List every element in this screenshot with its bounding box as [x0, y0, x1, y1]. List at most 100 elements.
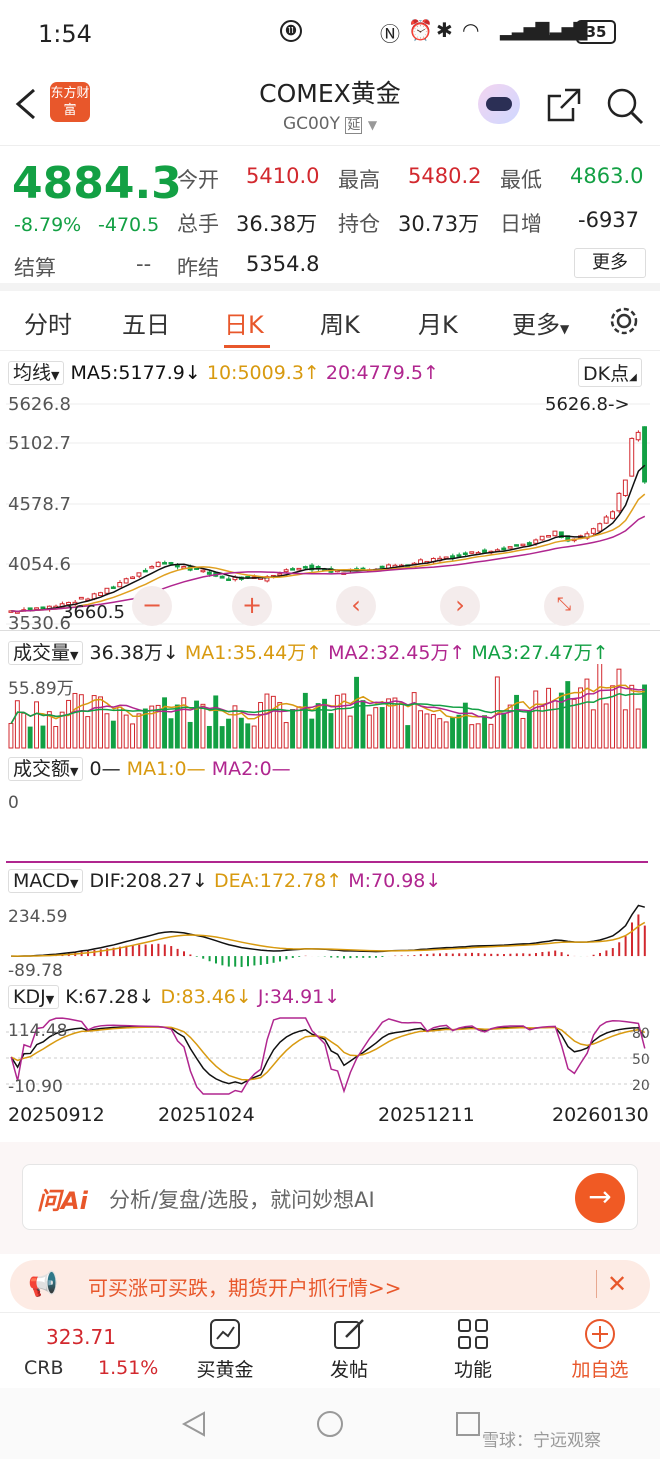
search-icon[interactable] — [605, 86, 645, 126]
fullscreen-button[interactable]: ⤡ — [544, 586, 584, 626]
dropdown-icon: ▼ — [69, 877, 79, 890]
nav-recent-icon[interactable] — [454, 1410, 482, 1438]
nav-back-icon[interactable] — [180, 1410, 208, 1438]
dk-label: DK点 — [583, 363, 630, 385]
indicator-select-kdj[interactable]: KDJ▼ — [8, 985, 60, 1009]
ai-search-box[interactable]: 问Ai 分析/复盘/选股，就问妙想AI → — [22, 1164, 638, 1230]
amount-select-label: 成交额 — [13, 758, 71, 780]
volume-bar — [347, 715, 353, 749]
arrow-right-icon[interactable]: → — [575, 1173, 625, 1223]
volume-bar — [226, 718, 232, 749]
volume-bar — [488, 723, 494, 749]
volume-bar — [616, 668, 622, 749]
volume-bar — [53, 726, 59, 749]
macd-bottom-label: -89.78 — [8, 961, 63, 981]
dropdown-icon: ▼ — [51, 369, 60, 382]
volume-bar — [354, 676, 360, 749]
candle-body — [130, 576, 136, 580]
kline-chart[interactable]: 5626.8 5102.7 4578.7 4054.6 3530.6 5626.… — [0, 388, 660, 632]
indicator-select-amount[interactable]: 成交额▼ — [8, 757, 84, 781]
min-price-marker: 3660.5 — [62, 602, 125, 623]
nav-home-icon[interactable] — [316, 1410, 344, 1438]
dropdown-icon: ▼ — [45, 993, 55, 1006]
contract-selector[interactable]: GC00Y 延 ▼ — [250, 114, 410, 134]
alarm-icon: ⏰ — [408, 18, 433, 42]
crb-index[interactable]: 323.71 CRB 1.51% — [0, 1313, 170, 1389]
candle-body — [526, 542, 532, 546]
volume-bar — [456, 714, 462, 749]
buy-gold-button[interactable]: 买黄金 — [188, 1317, 262, 1382]
tab-five-day[interactable]: 五日 — [122, 311, 170, 339]
volume-bar — [533, 690, 539, 749]
volume-value: 36.38万 — [236, 212, 318, 236]
volume-bar — [270, 695, 276, 749]
zoom-in-button[interactable]: + — [232, 586, 272, 626]
period-tabs: 分时 五日 日K 周K 月K 更多▼ — [0, 291, 660, 351]
zoom-out-button[interactable]: − — [132, 586, 172, 626]
dropdown-icon: ▼ — [70, 765, 79, 778]
volume-bar — [142, 708, 148, 749]
volume-bar — [181, 697, 187, 749]
add-watchlist-button[interactable]: 加自选 — [560, 1317, 640, 1382]
volume-bar — [379, 707, 385, 749]
volume-bar — [437, 718, 443, 749]
post-button[interactable]: 发帖 — [312, 1317, 386, 1382]
notification-icon: ⓫ — [280, 20, 302, 42]
dk-point-select[interactable]: DK点◢ — [578, 358, 642, 387]
volume-bar — [622, 709, 628, 749]
ma10-value: 10:5009.3↑ — [206, 362, 320, 384]
indicator-select-macd[interactable]: MACD▼ — [8, 869, 84, 893]
volume-bar — [430, 714, 436, 749]
page-title: COMEX黄金 — [259, 79, 401, 108]
volume-bar — [232, 705, 238, 749]
volume-bar — [642, 684, 647, 749]
more-button[interactable]: 更多 — [574, 248, 646, 278]
function-label: 功能 — [453, 1359, 492, 1381]
candle-body — [78, 596, 84, 600]
kdj-select-label: KDJ — [13, 986, 46, 1008]
bottom-toolbar: 323.71 CRB 1.51% 买黄金 发帖 功能 加自选 — [0, 1312, 660, 1388]
indicator-select-volume[interactable]: 成交量▼ — [8, 641, 84, 665]
ai-logo: 问Ai — [37, 1187, 88, 1215]
volume-bar — [283, 722, 289, 749]
ma20-value: 20:4779.5↑ — [325, 362, 439, 384]
tab-monthly-k[interactable]: 月K — [418, 311, 458, 339]
candle-body — [206, 571, 212, 575]
volume-bar — [482, 715, 488, 749]
volume-bar — [405, 725, 411, 749]
kdj-k: K:67.28↓ — [65, 986, 155, 1008]
volume-bar — [149, 705, 155, 749]
tab-weekly-k[interactable]: 周K — [320, 311, 360, 339]
volume-bar — [168, 718, 174, 749]
tab-more[interactable]: 更多▼ — [512, 305, 569, 340]
volume-bar — [155, 704, 161, 749]
volume-bar — [46, 711, 52, 749]
promo-banner[interactable]: 📢 可买涨可买跌，期货开户抓行情>> ✕ — [10, 1260, 650, 1310]
volume-bar — [21, 712, 27, 749]
tab-daily-k[interactable]: 日K — [224, 311, 264, 339]
volume-bar — [386, 698, 392, 749]
volume-bar — [91, 695, 97, 749]
candle-body — [456, 554, 462, 557]
settings-icon[interactable] — [608, 305, 640, 337]
scroll-left-button[interactable]: ‹ — [336, 586, 376, 626]
ai-assistant-icon[interactable] — [478, 84, 520, 124]
volume-bar — [590, 709, 596, 749]
indicator-select-ma[interactable]: 均线▼ — [8, 361, 65, 385]
candle-body — [546, 535, 551, 538]
status-bar: 1:54 ⓫ Ⓝ ⏰ ✱ ◠ ▂▃▅▇ ▂▃▅▇ 35 — [0, 0, 660, 64]
crb-percent: 1.51% — [98, 1357, 159, 1379]
share-icon[interactable] — [545, 86, 583, 124]
high-value: 5480.2 — [408, 164, 482, 188]
function-button[interactable]: 功能 — [436, 1317, 510, 1382]
close-icon[interactable]: ✕ — [596, 1270, 627, 1298]
candle-body — [226, 578, 232, 581]
macd-legend: MACD▼ DIF:208.27↓ DEA:172.78↑ M:70.98↓ — [8, 869, 441, 893]
ai-placeholder: 分析/复盘/选股，就问妙想AI — [109, 1188, 375, 1212]
kdj-ref-80: 80 — [632, 1026, 650, 1042]
candle-body — [162, 562, 168, 565]
scroll-right-button[interactable]: › — [440, 586, 480, 626]
back-icon[interactable] — [12, 86, 38, 122]
tab-intraday[interactable]: 分时 — [24, 311, 72, 339]
quote-panel: 4884.3 -8.79% -470.5 今开 5410.0 最高 5480.2… — [0, 146, 660, 291]
